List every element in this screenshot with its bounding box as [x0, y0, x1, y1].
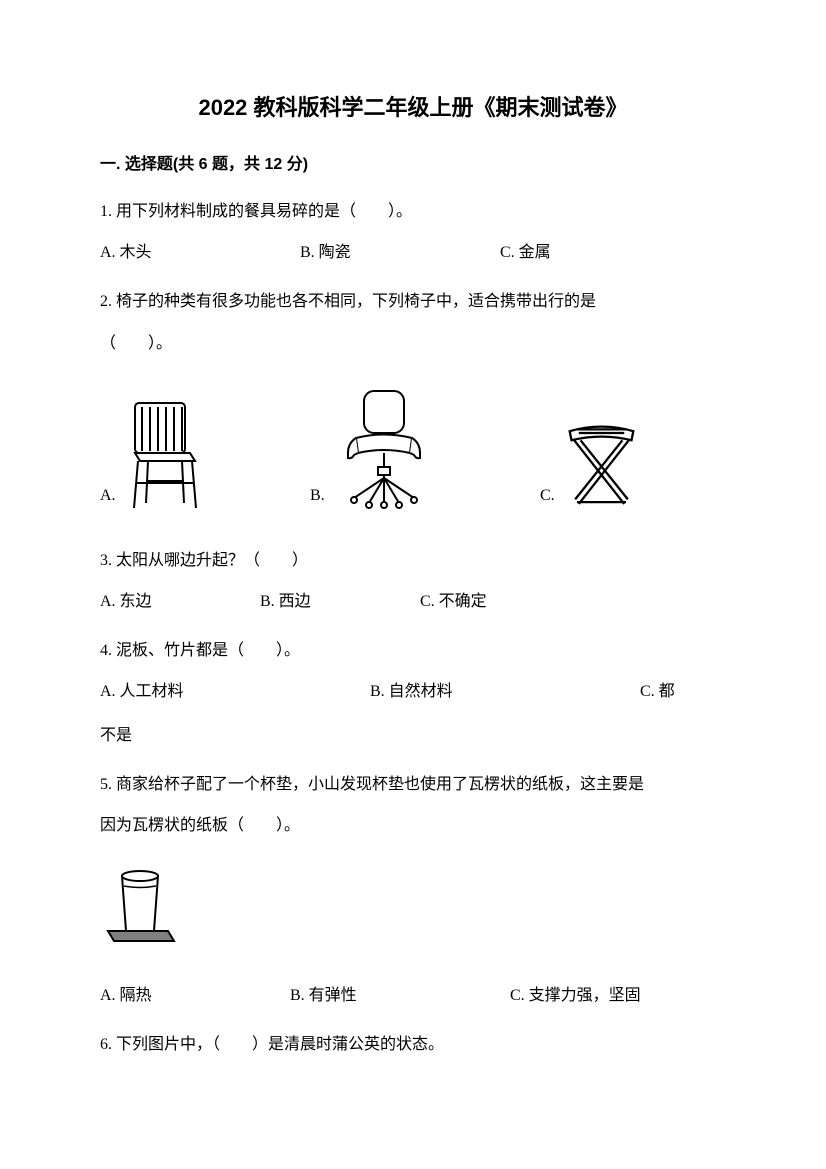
q4-opt-c: C. 都: [640, 674, 675, 709]
q5-options: A. 隔热 B. 有弹性 C. 支撑力强，坚固: [100, 978, 726, 1013]
q1-options: A. 木头 B. 陶瓷 C. 金属: [100, 235, 726, 270]
q4-opt-c-cont: 不是: [100, 718, 726, 753]
q4-options: A. 人工材料 B. 自然材料 C. 都: [100, 674, 726, 709]
q3-options: A. 东边 B. 西边 C. 不确定: [100, 584, 726, 619]
q4-opt-a: A. 人工材料: [100, 674, 370, 709]
section-header: 一. 选择题(共 6 题，共 12 分): [100, 150, 726, 174]
page-title: 2022 教科版科学二年级上册《期末测试卷》: [100, 90, 726, 122]
q2-text2: （ ）。: [100, 326, 726, 361]
q5-image: [100, 861, 726, 964]
q1-opt-c: C. 金属: [500, 235, 700, 270]
folding-stool-icon: [559, 413, 644, 513]
q3-text: 3. 太阳从哪边升起？（ ）: [100, 543, 726, 578]
q2-opt-c-label: C.: [540, 478, 555, 513]
q3-opt-b: B. 西边: [260, 584, 420, 619]
q5-opt-a: A. 隔热: [100, 978, 290, 1013]
question-3: 3. 太阳从哪边升起？（ ） A. 东边 B. 西边 C. 不确定: [100, 543, 726, 619]
question-6: 6. 下列图片中，（ ）是清晨时蒲公英的状态。: [100, 1027, 726, 1062]
q4-opt-b: B. 自然材料: [370, 674, 640, 709]
q2-opt-b-label: B.: [310, 478, 325, 513]
q6-text: 6. 下列图片中，（ ）是清晨时蒲公英的状态。: [100, 1027, 726, 1062]
q1-opt-b: B. 陶瓷: [300, 235, 500, 270]
q5-opt-b: B. 有弹性: [290, 978, 510, 1013]
q1-text: 1. 用下列材料制成的餐具易碎的是（ ）。: [100, 194, 726, 229]
q2-opt-a-label: A.: [100, 478, 116, 513]
q4-text: 4. 泥板、竹片都是（ ）。: [100, 633, 726, 668]
office-chair-icon: [329, 383, 439, 513]
question-1: 1. 用下列材料制成的餐具易碎的是（ ）。 A. 木头 B. 陶瓷 C. 金属: [100, 194, 726, 270]
q5-opt-c: C. 支撑力强，坚固: [510, 978, 641, 1013]
q3-opt-c: C. 不确定: [420, 584, 580, 619]
q5-text1: 5. 商家给杯子配了一个杯垫，小山发现杯垫也使用了瓦楞状的纸板，这主要是: [100, 767, 726, 802]
q5-text2: 因为瓦楞状的纸板（ ）。: [100, 808, 726, 843]
cup-on-mat-icon: [100, 861, 180, 951]
q3-opt-a: A. 东边: [100, 584, 260, 619]
wooden-chair-icon: [120, 393, 210, 513]
q1-opt-a: A. 木头: [100, 235, 300, 270]
q2-text1: 2. 椅子的种类有很多功能也各不相同，下列椅子中，适合携带出行的是: [100, 284, 726, 319]
question-4: 4. 泥板、竹片都是（ ）。 A. 人工材料 B. 自然材料 C. 都 不是: [100, 633, 726, 753]
question-5: 5. 商家给杯子配了一个杯垫，小山发现杯垫也使用了瓦楞状的纸板，这主要是 因为瓦…: [100, 767, 726, 1014]
q2-image-options: A.: [100, 383, 726, 513]
question-2: 2. 椅子的种类有很多功能也各不相同，下列椅子中，适合携带出行的是 （ ）。 A…: [100, 284, 726, 512]
